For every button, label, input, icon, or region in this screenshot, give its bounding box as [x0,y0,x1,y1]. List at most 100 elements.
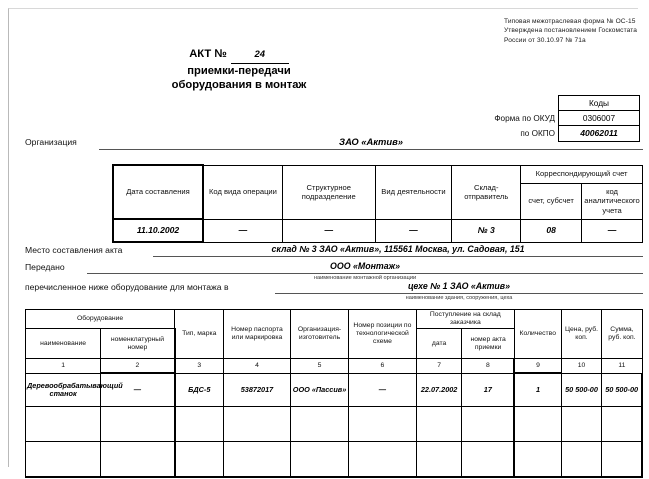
th-sender-warehouse: Склад-отправитель [451,164,522,220]
td-equipment-nomenclature[interactable]: — [100,372,176,408]
td-sum[interactable]: 50 500-00 [601,372,644,408]
colnum-6: 6 [348,358,417,374]
th-type-brand: Тип, марка [174,308,224,360]
th-equipment-nomenclature: номенклатурный номер [100,328,176,360]
table-header-row: Дата составления Код вида операции Струк… [112,164,643,220]
th-manufacturer: Организация-изготовитель [290,308,349,360]
transferred-caption: наименование монтажной организации [313,275,417,281]
td-empty[interactable] [560,441,603,479]
td-operation-code[interactable]: — [202,218,283,243]
table-subheader-row: счет, субсчет код аналитического учета [113,182,643,220]
form-stamp-line-1: Типовая межотраслевая форма № ОС-15 [504,18,636,25]
th-equipment-group: Оборудование [24,308,176,330]
colnum-11: 11 [601,358,643,374]
colnum-10: 10 [560,358,603,374]
equipment-header-group-row: Оборудование Тип, марка Номер паспорта и… [24,308,643,360]
td-empty[interactable] [222,406,292,443]
table-row: Деревообрабатывающий станок — БДС-5 5387… [24,372,644,408]
th-quantity: Количество [513,308,562,360]
okud-label: Форма по ОКУД [494,114,555,123]
td-activity-type[interactable]: — [374,218,453,243]
codes-box: Коды 0306007 40062011 [558,95,640,142]
td-type-brand[interactable]: БДС-5 [174,372,224,408]
okud-value[interactable]: 0306007 [559,111,639,126]
td-quantity[interactable]: 1 [513,372,562,408]
title-act-line: АКТ № 24 [9,47,469,64]
td-empty[interactable] [601,406,644,443]
text-fields-block: Место составления акта склад № 3 ЗАО «Ак… [25,243,643,301]
td-empty[interactable] [290,441,349,479]
td-receipt-date[interactable]: 22.07.2002 [415,372,463,408]
installation-label: перечисленное ниже оборудование для монт… [25,282,229,292]
transferred-label: Передано [25,262,65,272]
td-empty[interactable] [513,406,562,443]
act-number-field[interactable]: 24 [230,48,289,64]
th-receipt-date: дата [415,328,463,360]
equipment-table: Оборудование Тип, марка Номер паспорта и… [24,308,644,479]
th-analytic-code: код аналитического учета [581,182,643,220]
td-empty[interactable] [560,406,603,443]
td-empty[interactable] [461,406,516,443]
title-line-2: приемки-передачи [187,64,291,77]
page-title: АКТ № 24 приемки-передачи оборудования в … [9,47,469,93]
td-empty[interactable] [415,441,463,479]
table-row [24,441,644,479]
transferred-value[interactable]: ООО «Монтаж» [330,261,400,271]
th-date: Дата составления [112,164,204,220]
colnum-2: 2 [100,358,176,374]
td-empty[interactable] [601,441,644,479]
colnum-7: 7 [415,358,463,374]
okpo-label: по ОКПО [520,129,555,138]
organization-row: Организация ЗАО «Актив» [25,135,643,151]
installation-value[interactable]: цехе № 1 ЗАО «Актив» [408,281,510,291]
td-structural-unit[interactable]: — [281,218,376,243]
td-empty[interactable] [24,441,102,479]
td-empty[interactable] [415,406,463,443]
header-details-table: Дата составления Код вида операции Струк… [112,164,643,243]
equipment-column-numbers-row: 1 2 3 4 5 6 7 8 9 10 11 [24,358,643,374]
equipment-header-sub-row: наименование номенклатурный номер дата н… [24,328,643,360]
th-structural-unit: Структурное подразделение [281,164,376,220]
td-empty[interactable] [290,406,349,443]
td-empty[interactable] [222,441,292,479]
td-empty[interactable] [513,441,562,479]
place-value[interactable]: склад № 3 ЗАО «Актив», 115561 Москва, ул… [271,244,525,254]
td-date[interactable]: 11.10.2002 [112,218,204,243]
td-account-subaccount[interactable]: 08 [520,218,583,243]
table-row: 11.10.2002 — — — № 3 08 — [112,218,643,243]
field-place: Место составления акта склад № 3 ЗАО «Ак… [25,243,643,260]
th-receipt-act-number: номер акта приемки [461,328,515,360]
td-passport-number[interactable]: 53872017 [222,372,292,408]
transferred-rule [87,273,643,274]
codes-header: Коды [559,96,639,111]
td-empty[interactable] [348,406,417,443]
th-activity-type: Вид деятельности [374,164,453,220]
td-empty[interactable] [100,406,176,443]
okpo-value[interactable]: 40062011 [580,128,618,138]
colnum-4: 4 [222,358,292,374]
th-corresponding-account: Корреспондирующий счет [520,164,643,184]
td-manufacturer[interactable]: ООО «Пассив» [290,372,349,408]
form-stamp: Типовая межотраслевая форма № ОС-15 Утве… [504,17,649,45]
th-sum: Сумма, руб. коп. [601,308,643,360]
th-receipt-group: Поступление на склад заказчика [415,308,515,330]
installation-rule [275,293,643,294]
td-analytic-code[interactable]: — [581,218,643,243]
th-operation-code: Код вида операции [202,164,283,220]
td-empty[interactable] [24,406,102,443]
td-position-number[interactable]: — [348,372,417,408]
th-passport-number: Номер паспорта или маркировка [222,308,292,360]
td-empty[interactable] [174,441,224,479]
place-label: Место составления акта [25,245,123,255]
td-empty[interactable] [461,441,516,479]
colnum-8: 8 [461,358,516,374]
td-empty[interactable] [348,441,417,479]
td-empty[interactable] [100,441,176,479]
td-empty[interactable] [174,406,224,443]
td-sender-warehouse[interactable]: № 3 [451,218,522,243]
td-price[interactable]: 50 500-00 [560,372,603,408]
organization-value[interactable]: ЗАО «Актив» [339,136,403,147]
td-receipt-act-number[interactable]: 17 [461,372,516,408]
installation-caption: наименование здания, сооружения, цеха [405,295,513,301]
td-equipment-name[interactable]: Деревообрабатывающий станок [24,372,123,408]
